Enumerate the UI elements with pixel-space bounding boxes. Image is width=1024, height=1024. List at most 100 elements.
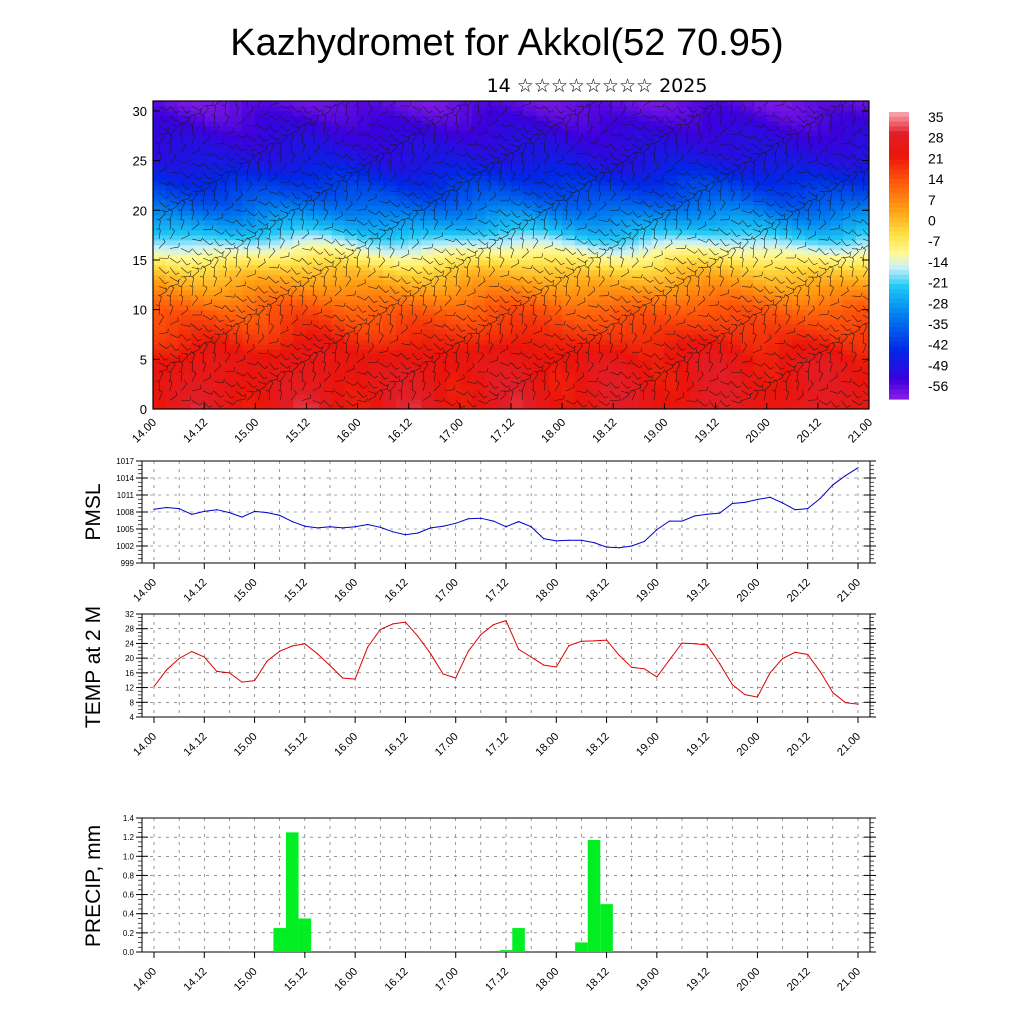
heatmap-cell: [165, 264, 179, 271]
wind-barb: [202, 153, 212, 156]
heatmap-cell: [728, 180, 742, 186]
wind-barb-flag: [305, 200, 308, 204]
heatmap-cell: [651, 299, 665, 305]
heatmap-cell: [280, 185, 294, 191]
wind-barb: [312, 287, 314, 297]
heatmap-cell: [267, 150, 282, 156]
heatmap-cell: [638, 363, 652, 370]
heatmap-cell: [293, 229, 307, 236]
heatmap-cell: [497, 269, 512, 276]
wind-barb-flag: [176, 185, 181, 189]
heatmap-cell: [331, 398, 346, 405]
wind-barb-flag: [164, 281, 169, 285]
heatmap-cell: [689, 110, 704, 117]
heatmap-cell: [229, 344, 243, 350]
wind-barb: [257, 362, 265, 369]
heatmap-cell: [612, 309, 627, 315]
heatmap-cell: [574, 373, 589, 380]
wind-barb-flag: [213, 180, 218, 184]
heatmap-cell: [600, 224, 614, 231]
heatmap-cell: [421, 135, 435, 142]
wind-barb-flag: [286, 195, 291, 198]
heatmap-cell: [421, 140, 435, 147]
heatmap-cell: [395, 269, 410, 276]
heatmap-cell: [804, 135, 819, 142]
heatmap-cell: [370, 269, 384, 276]
heatmap-cell: [153, 209, 167, 216]
heatmap-cell: [382, 110, 397, 117]
wind-barb-flag: [194, 190, 198, 194]
heatmap-cell: [178, 249, 192, 256]
heatmap-cell: [766, 299, 780, 305]
heatmap-cell: [612, 249, 627, 256]
heatmap-cell: [421, 205, 435, 211]
heatmap-cell: [331, 309, 346, 315]
heatmap-cell: [433, 329, 448, 335]
heatmap-cell: [549, 319, 563, 325]
heatmap-cell: [472, 279, 486, 286]
heatmap-cell: [344, 249, 358, 256]
heatmap-cell: [497, 314, 512, 320]
heatmap-cell: [178, 180, 192, 186]
heatmap-cell: [587, 209, 601, 216]
wind-barb: [202, 324, 209, 332]
heatmap-cell: [280, 264, 294, 271]
wind-barb-flag: [404, 295, 407, 299]
heatmap-cell: [702, 269, 716, 276]
wind-barb: [180, 324, 190, 327]
heatmap-cell: [370, 319, 384, 325]
heatmap-cell: [382, 205, 397, 211]
heatmap-cell: [433, 101, 448, 107]
heatmap-cell: [357, 254, 371, 261]
wind-barb-flag: [251, 105, 254, 110]
wind-barb-flag: [275, 280, 280, 284]
heatmap-cell: [485, 155, 499, 161]
wind-barb: [411, 132, 421, 135]
wind-barb-flag: [188, 123, 193, 126]
heatmap-cell: [843, 284, 857, 291]
heatmap-cell: [561, 185, 576, 191]
heatmap-cell: [779, 354, 793, 360]
wind-barb-flag: [365, 96, 369, 97]
wind-barb: [323, 346, 331, 354]
heatmap-cell: [293, 393, 307, 400]
heatmap-cell: [472, 294, 486, 301]
heatmap-cell: [267, 229, 282, 236]
wind-barb-flag: [233, 244, 236, 249]
wind-barb-flag: [189, 285, 194, 288]
heatmap-cell: [612, 155, 627, 161]
heatmap-cell: [267, 309, 282, 315]
heatmap-cell: [229, 190, 243, 196]
wind-barb-flag: [243, 315, 247, 320]
wind-barb: [334, 229, 344, 233]
wind-barb: [411, 220, 414, 230]
heatmap-cell: [153, 234, 167, 241]
heatmap-cell: [612, 284, 627, 291]
wind-barb-flag: [340, 168, 345, 171]
wind-barb-flag: [340, 243, 345, 247]
heatmap-cell: [497, 274, 512, 281]
heatmap-cell: [459, 135, 473, 142]
wind-barb: [169, 320, 179, 325]
heatmap-cell: [689, 105, 704, 112]
heatmap-cell: [791, 368, 806, 375]
wind-barb: [169, 115, 177, 122]
heatmap-cell: [229, 319, 243, 325]
heatmap-cell: [433, 145, 448, 151]
heatmap-cell: [549, 254, 563, 261]
heatmap-cell: [830, 190, 844, 196]
heatmap-cell: [574, 339, 589, 345]
heatmap-cell: [408, 398, 422, 405]
heatmap-cell: [446, 344, 461, 350]
heatmap-cell: [497, 363, 512, 370]
wind-barb-flag: [201, 190, 205, 193]
heatmap-cell: [191, 170, 205, 176]
heatmap-cell: [664, 249, 678, 256]
heatmap-cell: [446, 224, 461, 231]
heatmap-cell: [600, 398, 614, 405]
heatmap-cell: [625, 388, 640, 395]
heatmap-cell: [459, 289, 473, 296]
heatmap-cell: [740, 284, 755, 291]
heatmap-cell: [370, 398, 384, 405]
heatmap-cell: [779, 125, 793, 132]
